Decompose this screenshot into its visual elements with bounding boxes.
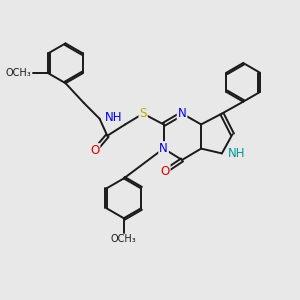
- Text: NH: NH: [228, 147, 246, 160]
- Text: N: N: [178, 107, 186, 120]
- Text: O: O: [90, 144, 99, 157]
- Text: S: S: [140, 107, 147, 120]
- Text: OCH₃: OCH₃: [5, 68, 31, 78]
- Text: N: N: [159, 142, 168, 155]
- Text: O: O: [160, 165, 169, 178]
- Text: NH: NH: [105, 111, 122, 124]
- Text: OCH₃: OCH₃: [111, 234, 137, 244]
